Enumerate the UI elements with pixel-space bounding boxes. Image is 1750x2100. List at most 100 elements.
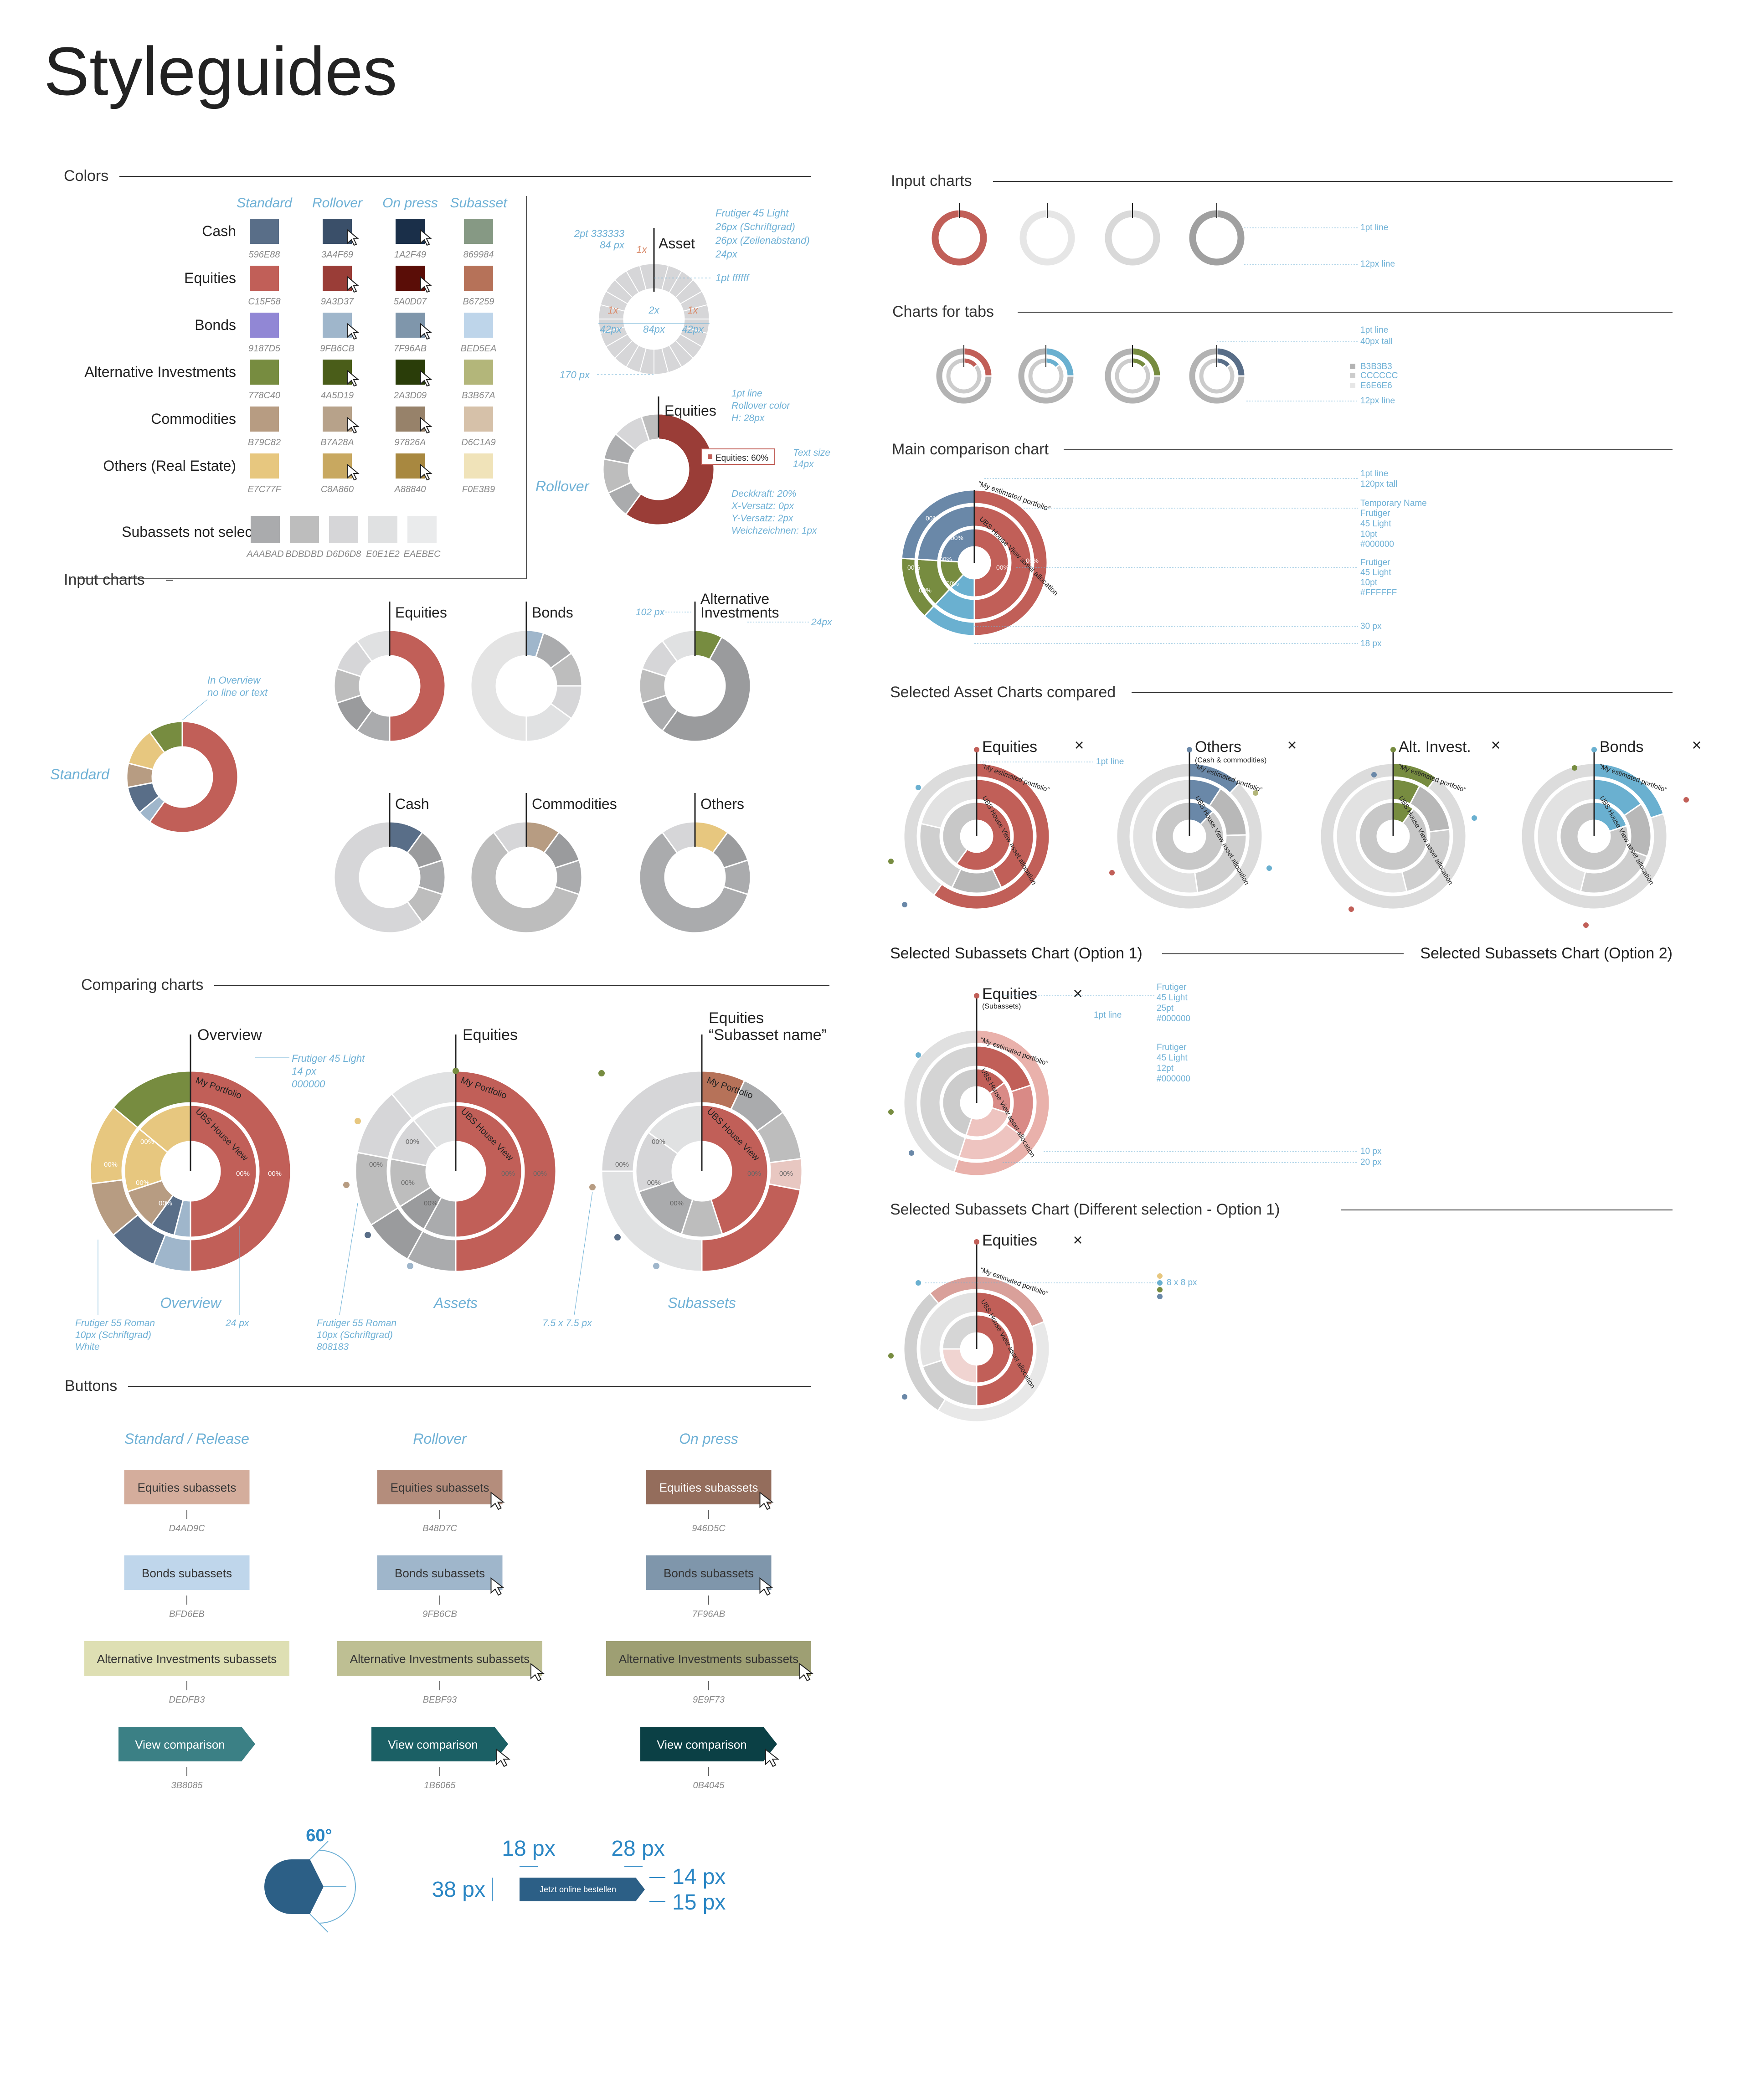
spec-note: Y-Versatz: 2px	[731, 513, 794, 524]
color-row-label: Cash	[202, 223, 236, 239]
legend-dot	[974, 993, 979, 999]
cursor-pointer-icon	[530, 1662, 545, 1682]
bonds-subassets-button[interactable]	[124, 1555, 250, 1590]
color-code: 9A3D37	[321, 297, 354, 307]
dim-label: 18 px	[502, 1837, 555, 1861]
spec-note: Frutiger 45 Light	[292, 1053, 365, 1064]
cursor-pointer-icon	[420, 276, 432, 293]
color-code: 2A3D09	[393, 391, 427, 401]
legend-dot	[974, 747, 979, 752]
pct-label: 00%	[919, 587, 932, 594]
pct-label: 00%	[401, 1179, 415, 1187]
colors-heading: Colors	[64, 167, 108, 185]
legend-dot	[1472, 815, 1477, 821]
legend-dot	[902, 902, 907, 907]
selected-chart-subtitle: (Cash & commodities)	[1195, 757, 1266, 764]
alt-investments-subassets-button[interactable]	[84, 1641, 289, 1676]
right-input-chart-0-indicator	[958, 202, 993, 227]
tab-chart-0-inner-active	[963, 357, 979, 369]
cursor-pointer-icon	[420, 323, 432, 340]
legend-dot	[1157, 1273, 1163, 1279]
view-comparison-button[interactable]	[371, 1727, 508, 1761]
color-code: C15F58	[248, 297, 280, 307]
tab-color-swatch	[1350, 373, 1355, 378]
bonds-subassets-button[interactable]	[646, 1555, 772, 1590]
legend-dot	[453, 1068, 459, 1074]
color-swatch	[396, 219, 425, 244]
right-input-chart-0-indicator-active	[958, 202, 968, 206]
color-swatch	[250, 313, 279, 338]
option2-heading: Selected Subassets Chart (Option 2)	[1420, 945, 1673, 962]
option1-middle-segment-3	[919, 1045, 978, 1158]
comparing-chart-title: Overview	[197, 1026, 262, 1044]
color-swatch	[323, 360, 352, 385]
spec-note: 7.5 x 7.5 px	[542, 1318, 592, 1328]
spec-note: Deckkraft: 20%	[731, 489, 796, 499]
asset-spec-divider	[669, 270, 682, 293]
equities-subassets-button[interactable]	[377, 1470, 503, 1504]
legend-dot	[916, 785, 921, 790]
spec-note: 1pt line	[1094, 1010, 1122, 1020]
pct-label: 00%	[533, 1170, 547, 1178]
spec-note-line	[182, 699, 208, 721]
cta-demo-button	[520, 1878, 645, 1901]
color-swatch	[396, 266, 425, 291]
selected-middle-2-segment-3	[1335, 778, 1408, 894]
legend-dot	[343, 1182, 350, 1188]
selected-chart-title: Equities	[982, 738, 1037, 756]
view-comparison-button[interactable]	[118, 1727, 255, 1761]
pct-label: 00%	[501, 1170, 515, 1178]
button-label: Equities subassets	[138, 1481, 237, 1494]
color-swatch	[329, 516, 358, 543]
input-chart-2-segment-1	[661, 636, 751, 742]
spec-note: Rollover color	[731, 401, 790, 411]
color-code: E0E1E2	[366, 549, 399, 559]
cursor-pointer-icon	[420, 417, 432, 434]
pct-label: 00%	[939, 556, 952, 563]
legend-dot	[1266, 865, 1272, 871]
legend-dot	[1109, 870, 1115, 875]
spec-note: 40px tall	[1360, 337, 1393, 346]
spec-note: 1pt line	[1360, 325, 1388, 335]
equities-subassets-button[interactable]	[646, 1470, 772, 1504]
color-code: 9FB6CB	[320, 344, 355, 354]
spec-note: 12px line	[1360, 396, 1395, 406]
bonds-subassets-button[interactable]	[377, 1555, 503, 1590]
right-input-chart-1-indicator-active	[1046, 202, 1055, 206]
selected-inner-3-segment-0	[1593, 801, 1628, 833]
alt-investments-subassets-button[interactable]	[337, 1641, 542, 1676]
legend-dot	[888, 1353, 894, 1359]
spec-note: 12pt	[1157, 1064, 1174, 1073]
selected-inner-2-segment-1	[1358, 801, 1428, 871]
color-row-label: Subassets not selected	[122, 524, 273, 540]
equities-subassets-button[interactable]	[124, 1470, 250, 1504]
color-row-label: Bonds	[195, 317, 236, 333]
color-row-label: Equities	[184, 270, 236, 286]
spec-note: 10pt	[1360, 530, 1378, 539]
color-code: 97826A	[395, 438, 426, 448]
comparing-caption: Subassets	[668, 1295, 736, 1311]
pct-label: 00%	[652, 1138, 665, 1146]
button-color-code: BEBF93	[423, 1695, 457, 1705]
pct-label: 00%	[907, 564, 920, 571]
color-code: 3A4F69	[321, 250, 353, 260]
legend-dot	[888, 1109, 894, 1115]
button-color-code: 9FB6CB	[422, 1609, 457, 1619]
asset-spec-divider	[683, 304, 708, 312]
legend-dot	[974, 1239, 979, 1245]
color-swatch	[250, 453, 279, 479]
tab-chart-1-outer-segment-0	[1017, 347, 1075, 405]
color-swatch	[323, 313, 352, 338]
pct-label: 00%	[136, 1179, 149, 1187]
spec-note: 24 px	[225, 1318, 250, 1328]
view-comparison-button[interactable]	[640, 1727, 777, 1761]
alt-investments-subassets-button[interactable]	[606, 1641, 811, 1676]
close-icon: ×	[1073, 1230, 1082, 1249]
pct-label: 00%	[615, 1161, 629, 1168]
option1-outer-segment-0	[953, 1029, 1050, 1177]
button-label: Equities subassets	[659, 1481, 758, 1494]
color-code: 1A2F49	[394, 250, 426, 260]
rollover-title: Equities	[664, 402, 716, 419]
legend-dot	[1349, 906, 1354, 912]
